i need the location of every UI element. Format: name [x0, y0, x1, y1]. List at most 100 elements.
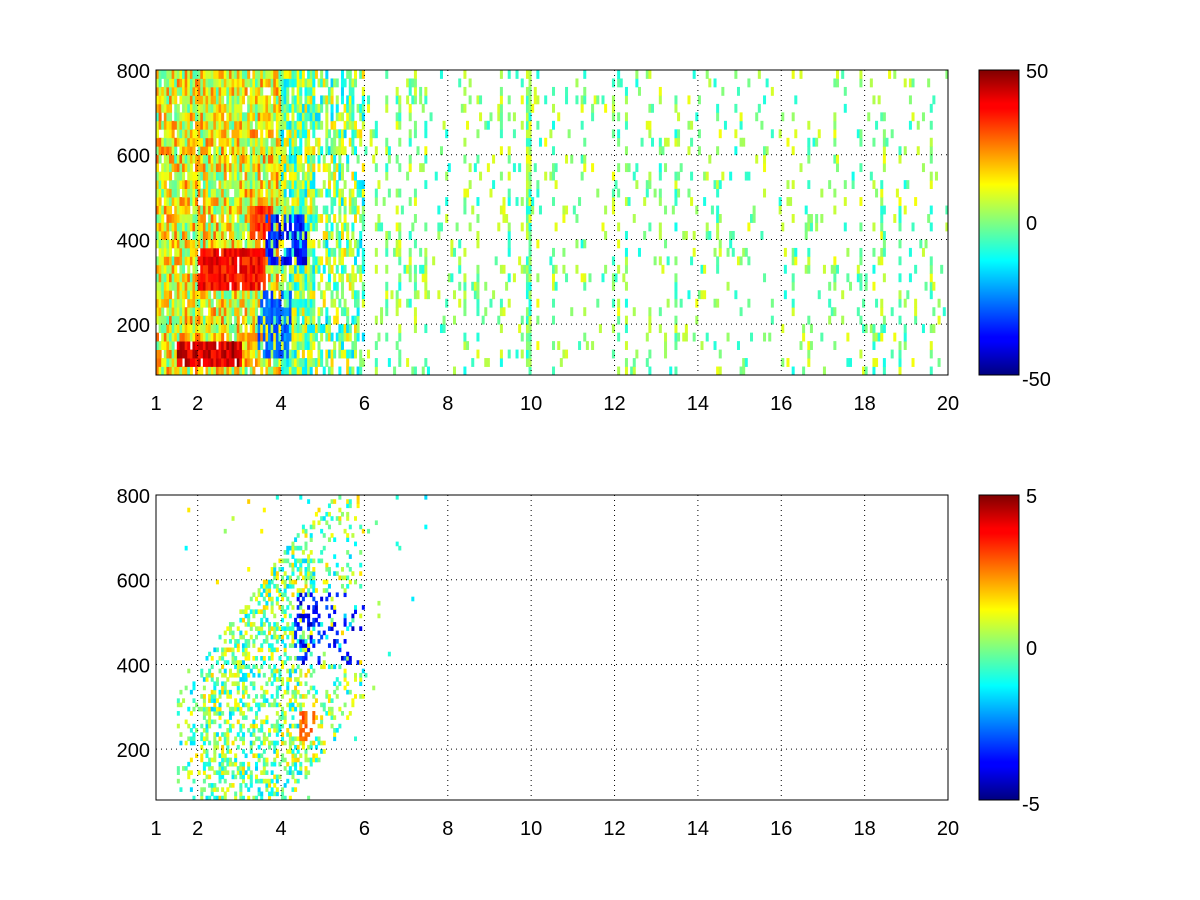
heatmap-cell [223, 349, 227, 359]
heatmap-cell [239, 795, 243, 800]
heatmap-cell [398, 358, 402, 367]
heatmap-cell [736, 341, 740, 350]
heatmap-cell [476, 264, 480, 274]
heatmap-cell [208, 307, 212, 317]
heatmap-cell [583, 281, 587, 291]
heatmap-cell [624, 163, 628, 173]
heatmap-cell [223, 273, 227, 283]
heatmap-cell [552, 146, 556, 156]
heatmap-cell [872, 281, 876, 291]
heatmap-cell [239, 298, 243, 308]
heatmap-cell [288, 723, 292, 729]
heatmap-cell [338, 681, 342, 687]
heatmap-cell [197, 341, 201, 350]
heatmap-cell [221, 86, 225, 96]
heatmap-cell [278, 264, 282, 274]
heatmap-cell [309, 180, 313, 190]
heatmap-cell [221, 154, 225, 164]
heatmap-cell [275, 315, 279, 325]
heatmap-cell [911, 358, 915, 367]
heatmap-cell [338, 171, 342, 181]
heatmap-cell [309, 171, 313, 181]
heatmap-cell [291, 630, 295, 636]
heatmap-cell [281, 256, 285, 266]
heatmap-cell [257, 103, 261, 113]
heatmap-cell [841, 315, 845, 325]
heatmap-cell [786, 358, 790, 367]
heatmap-cell [205, 273, 209, 283]
heatmap-cell [338, 188, 342, 198]
heatmap-cell [252, 341, 256, 350]
heatmap-cell [340, 575, 344, 581]
heatmap-cell [236, 112, 240, 122]
heatmap-cell [226, 137, 230, 147]
heatmap-cell [645, 188, 649, 198]
heatmap-cell [286, 103, 290, 113]
heatmap-cell [591, 341, 595, 350]
x-tick-label: 16 [770, 393, 792, 415]
heatmap-cell [273, 230, 277, 240]
heatmap-cell [408, 298, 412, 308]
heatmap-cell [536, 70, 540, 79]
heatmap-cell [304, 749, 308, 754]
heatmap-cell [189, 307, 193, 317]
heatmap-cell [453, 247, 457, 257]
heatmap-cell [291, 332, 295, 342]
y-tick-label: 400 [117, 230, 150, 252]
heatmap-cell [716, 366, 720, 375]
heatmap-cell [872, 358, 876, 367]
heatmap-cell [309, 120, 313, 130]
heatmap-cell [325, 70, 329, 79]
heatmap-cell [244, 349, 248, 359]
heatmap-cell [593, 95, 597, 105]
heatmap-cell [330, 711, 334, 716]
heatmap-cell [187, 70, 191, 79]
heatmap-cell [791, 256, 795, 266]
heatmap-cell [249, 609, 253, 615]
heatmap-cell [231, 774, 235, 780]
heatmap-cell [632, 307, 636, 317]
heatmap-cell [218, 95, 222, 105]
heatmap-cell [692, 247, 696, 257]
heatmap-cell [294, 668, 298, 674]
heatmap-cell [265, 341, 269, 350]
heatmap-cell [283, 273, 287, 283]
heatmap-cell [335, 95, 339, 105]
heatmap-cell [317, 120, 321, 130]
heatmap-cell [166, 197, 170, 206]
heatmap-cell [228, 120, 232, 130]
heatmap-cell [236, 626, 240, 631]
heatmap-cell [208, 366, 212, 375]
heatmap-cell [234, 230, 238, 240]
heatmap-cell [346, 315, 350, 325]
heatmap-cell [179, 787, 183, 792]
heatmap-cell [236, 706, 240, 712]
heatmap-cell [184, 146, 188, 156]
heatmap-cell [468, 180, 472, 190]
heatmap-cell [281, 86, 285, 96]
heatmap-cell [692, 230, 696, 240]
heatmap-cell [687, 120, 691, 130]
heatmap-cell [205, 86, 209, 96]
heatmap-cell [304, 571, 308, 576]
heatmap-cell [734, 290, 738, 300]
heatmap-cell [484, 281, 488, 291]
heatmap-cell [226, 740, 230, 746]
heatmap-cell [294, 324, 298, 334]
heatmap-cell [228, 668, 232, 674]
heatmap-cell [218, 154, 222, 164]
heatmap-cell [273, 332, 277, 342]
heatmap-cell [221, 349, 225, 359]
heatmap-cell [270, 281, 274, 291]
heatmap-cell [244, 770, 248, 775]
heatmap-cell [299, 205, 303, 215]
heatmap-cell [208, 341, 212, 350]
heatmap-cell [187, 290, 191, 300]
heatmap-cell [497, 103, 501, 113]
heatmap-cell [882, 205, 886, 215]
heatmap-cell [197, 770, 201, 775]
heatmap-cell [312, 281, 316, 291]
heatmap-cell [281, 596, 285, 602]
heatmap-cell [507, 239, 511, 249]
heatmap-cell [882, 137, 886, 147]
